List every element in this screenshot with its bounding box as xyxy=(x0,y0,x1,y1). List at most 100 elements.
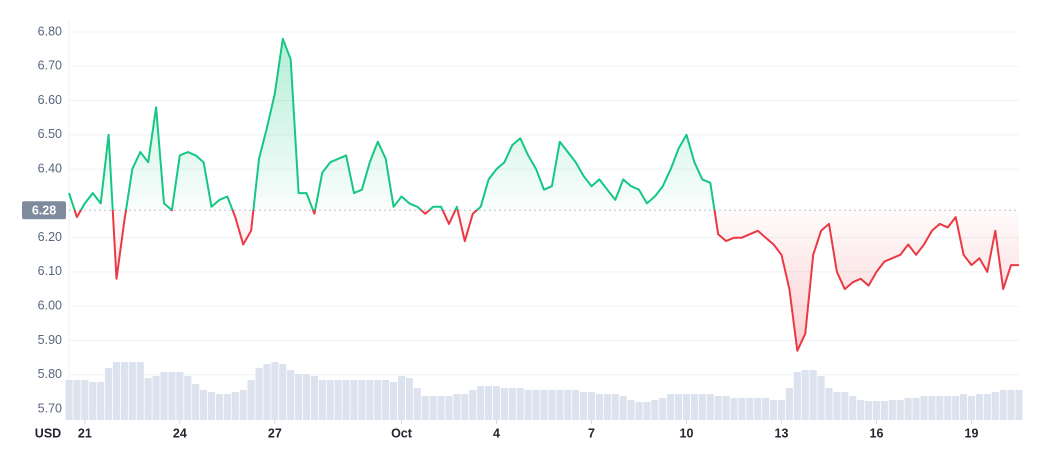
baseline-label-box xyxy=(22,201,66,220)
y-tick-label: 6.40 xyxy=(38,161,62,175)
volume-bar xyxy=(215,394,223,420)
volume-bar xyxy=(429,396,437,420)
y-tick-label: 5.90 xyxy=(38,333,62,347)
volume-bar xyxy=(896,400,904,420)
volume-bar xyxy=(168,372,176,420)
volume-bar xyxy=(302,374,311,420)
volume-bar xyxy=(271,362,279,420)
y-tick-label: 5.80 xyxy=(38,367,62,381)
volume-bar xyxy=(366,380,374,420)
volume-bar xyxy=(770,400,778,420)
volume-bar xyxy=(350,380,358,420)
volume-bar xyxy=(564,390,572,420)
volume-bar xyxy=(817,376,825,420)
volume-bar xyxy=(247,380,255,420)
volume-bar xyxy=(255,368,263,420)
volume-bar xyxy=(659,398,667,420)
volume-bar xyxy=(967,396,976,420)
volume-bar xyxy=(73,380,81,420)
volume-bar xyxy=(89,382,97,420)
volume-bar xyxy=(231,392,239,420)
y-axis-label: USD xyxy=(35,426,61,440)
volume-bar xyxy=(730,398,738,420)
volume-bar xyxy=(97,382,105,420)
x-tick-label: 10 xyxy=(680,426,694,440)
volume-bar xyxy=(801,370,809,420)
volume-bar xyxy=(635,402,643,420)
volume-bar xyxy=(572,390,580,420)
y-tick-label: 6.70 xyxy=(38,59,62,73)
volume-bar xyxy=(603,394,611,420)
volume-bar xyxy=(295,374,303,420)
y-tick-label: 6.60 xyxy=(38,93,62,107)
volume-bar xyxy=(904,398,912,420)
volume-bar xyxy=(880,401,888,420)
volume-bar xyxy=(936,396,944,420)
volume-bar xyxy=(849,396,857,420)
baseline-label: 6.28 xyxy=(32,204,56,218)
volume-bar xyxy=(184,376,192,420)
x-tick-label: 16 xyxy=(870,426,884,440)
volume-bar xyxy=(738,398,746,420)
volume-bar xyxy=(136,362,144,420)
volume-bar xyxy=(643,402,651,420)
volume-bar xyxy=(326,380,334,420)
volume-bar xyxy=(785,388,793,420)
volume-bar xyxy=(841,392,849,420)
x-tick-label: 24 xyxy=(173,426,187,440)
volume-bar xyxy=(611,394,619,420)
x-tick-label: Oct xyxy=(391,426,413,440)
y-tick-label: 6.00 xyxy=(38,299,62,313)
volume-bar xyxy=(207,392,216,420)
volume-bar xyxy=(872,401,881,420)
volume-bar xyxy=(279,364,287,420)
volume-bar xyxy=(928,396,936,420)
volume-bar xyxy=(334,380,342,420)
volume-bar xyxy=(722,396,730,420)
volume-bar xyxy=(310,376,318,420)
volume-bar xyxy=(223,394,231,420)
x-tick-label: 27 xyxy=(268,426,282,440)
x-tick-label: 13 xyxy=(775,426,789,440)
y-tick-label: 6.20 xyxy=(38,230,62,244)
volume-bar xyxy=(405,378,413,420)
y-tick-label: 6.10 xyxy=(38,264,62,278)
volume-bar xyxy=(453,394,461,420)
volume-bar xyxy=(500,388,508,420)
volume-bar xyxy=(690,394,698,420)
volume-bar xyxy=(160,372,168,420)
volume-bar xyxy=(865,401,873,420)
volume-bar xyxy=(667,394,675,420)
volume-bar xyxy=(540,390,548,420)
volume-bar xyxy=(746,398,754,420)
price-area xyxy=(69,38,1019,351)
volume-bar xyxy=(777,400,786,420)
volume-bar xyxy=(421,396,429,420)
volume-bar xyxy=(445,396,453,420)
y-tick-label: 6.50 xyxy=(38,127,62,141)
volume-bar xyxy=(960,394,968,420)
volume-bar xyxy=(461,394,469,420)
volume-bar xyxy=(192,384,200,420)
volume-bar xyxy=(706,394,714,420)
volume-bar xyxy=(485,386,493,420)
volume-bar xyxy=(120,362,128,420)
volume-bar xyxy=(318,380,326,420)
volume-bar xyxy=(682,394,691,420)
volume-bar xyxy=(516,388,524,420)
x-tick-label: 4 xyxy=(493,426,500,440)
volume-bar xyxy=(698,394,706,420)
volume-bar xyxy=(413,388,421,420)
volume-bar xyxy=(762,398,770,420)
volume-bar xyxy=(200,390,208,420)
volume-bar xyxy=(920,396,928,420)
volume-bar xyxy=(975,394,983,420)
volume-bar xyxy=(999,390,1007,420)
volume-bar xyxy=(105,368,113,420)
volume-bar xyxy=(983,394,991,420)
volume-bar xyxy=(548,390,556,420)
volume-bar xyxy=(144,378,152,420)
price-line xyxy=(68,37,1019,352)
